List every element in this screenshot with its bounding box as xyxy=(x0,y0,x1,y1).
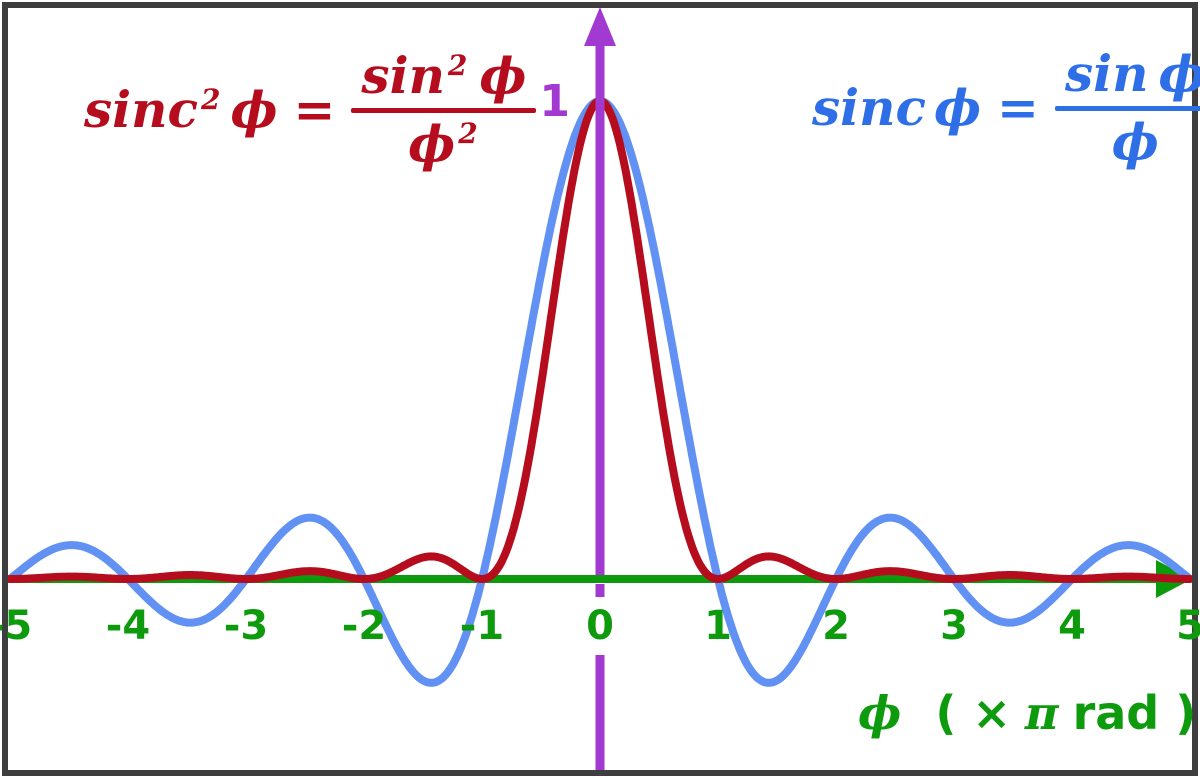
denominator-exponent: 2 xyxy=(458,116,478,150)
x-tick-label--4: -4 xyxy=(105,603,151,649)
numerator-exponent: 2 xyxy=(447,49,468,83)
formula-base: sinc xyxy=(84,80,198,139)
y-axis-arrowhead-icon xyxy=(584,7,616,46)
x-axis-label: ϕ ( × π rad ) xyxy=(858,686,1196,740)
x-tick-label-1: 1 xyxy=(704,603,732,649)
x-tick-label-3: 3 xyxy=(940,603,968,649)
numerator-base: sin xyxy=(1064,44,1149,103)
x-tick-label--1: -1 xyxy=(459,603,505,649)
formula-exponent: 2 xyxy=(200,83,221,117)
x-tick-label-2: 2 xyxy=(822,603,850,649)
x-axis-unit: ( × π rad ) xyxy=(935,686,1196,740)
formula-base: sinc xyxy=(812,78,926,137)
formula-variable: ϕ xyxy=(230,80,278,139)
fraction-denominator: ϕ xyxy=(1102,114,1169,171)
x-tick-label-4: 4 xyxy=(1058,603,1086,649)
formula-lhs: sinc ϕ xyxy=(812,83,981,133)
formula-variable: ϕ xyxy=(933,78,982,137)
pi-symbol: π xyxy=(1024,686,1059,740)
numerator-base: sin xyxy=(361,46,445,105)
peak-value-label: 1 xyxy=(539,76,570,127)
numerator-variable: ϕ xyxy=(1158,44,1200,103)
x-tick-label-5: 5 xyxy=(1176,603,1200,649)
numerator-variable: ϕ xyxy=(479,46,527,105)
denominator-base: ϕ xyxy=(408,113,456,173)
formula-lhs: sinc 2 ϕ xyxy=(84,85,278,135)
fraction-numerator: sin 2 ϕ xyxy=(351,48,536,105)
fraction-bar xyxy=(1054,105,1200,111)
x-axis-variable: ϕ xyxy=(858,686,902,740)
unit-open: ( × xyxy=(935,686,1011,740)
x-tick-label--5: -5 xyxy=(0,603,33,649)
equals-sign: = xyxy=(293,80,336,139)
fraction-bar xyxy=(351,107,537,113)
denominator-variable: ϕ xyxy=(1111,111,1159,171)
unit-close: rad ) xyxy=(1072,686,1197,740)
x-tick-label--2: -2 xyxy=(341,603,387,649)
equals-sign: = xyxy=(997,78,1039,137)
x-tick-label-0: 0 xyxy=(586,603,614,649)
x-tick-label--3: -3 xyxy=(223,603,269,649)
